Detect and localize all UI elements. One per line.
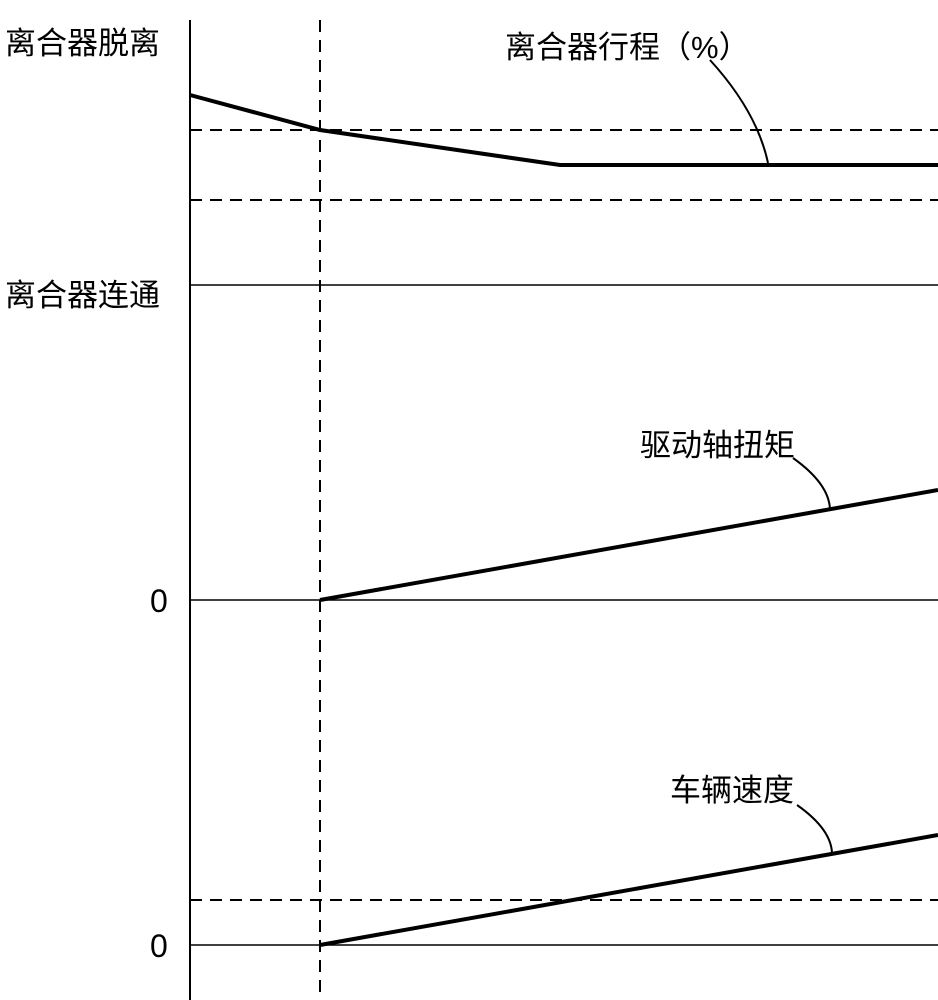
- speed-trace: [320, 835, 938, 945]
- torque-trace: [320, 490, 938, 600]
- clutch-callout: [710, 60, 768, 163]
- diagram-container: 离合器脱离 离合器连通 离合器行程（%） 0 驱动轴扭矩 0 车辆速度: [0, 0, 938, 1000]
- torque-callout: [793, 458, 830, 510]
- diagram-svg: [0, 0, 938, 1000]
- clutch-trace: [190, 95, 938, 165]
- speed-callout: [797, 805, 832, 855]
